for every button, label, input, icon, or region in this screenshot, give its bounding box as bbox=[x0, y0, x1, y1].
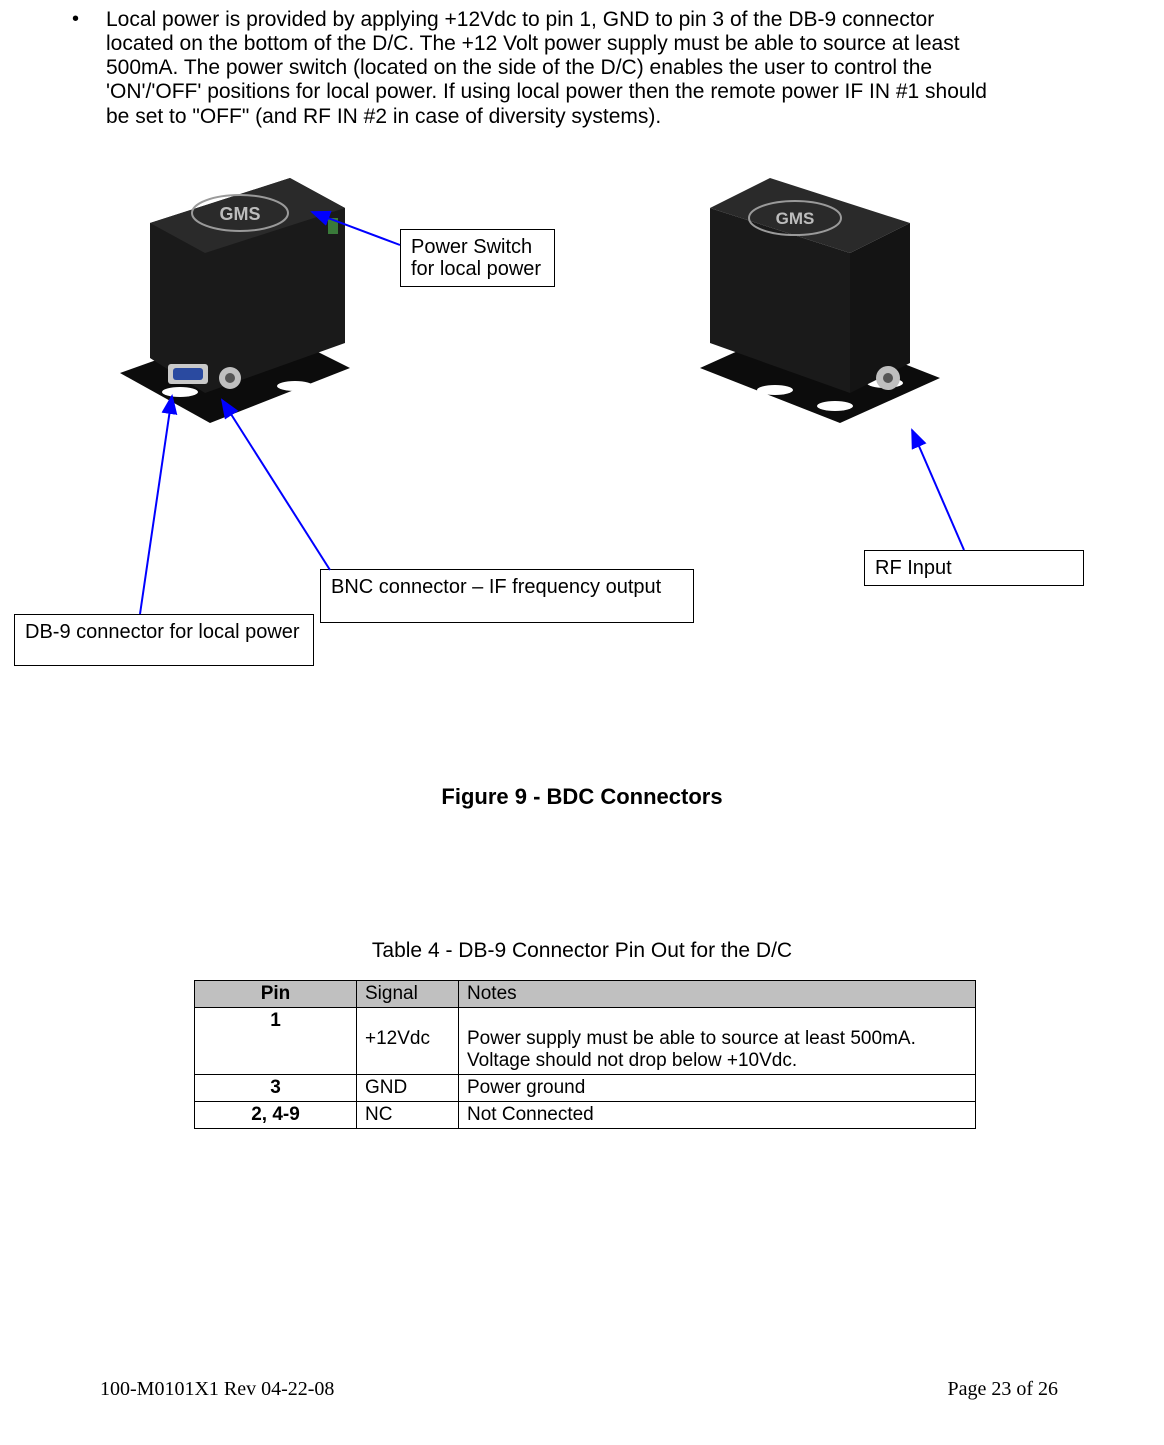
page: • Local power is provided by applying +1… bbox=[0, 0, 1164, 1445]
table-header-row: Pin Signal Notes bbox=[195, 981, 976, 1008]
cell-notes: Power ground bbox=[459, 1075, 976, 1102]
cell-notes: Power supply must be able to source at l… bbox=[459, 1008, 976, 1075]
cell-pin: 2, 4-9 bbox=[195, 1102, 357, 1129]
device-photo-right: GMS bbox=[680, 168, 960, 448]
cell-signal: +12Vdc bbox=[357, 1008, 459, 1075]
cell-notes: Not Connected bbox=[459, 1102, 976, 1129]
footer-right: Page 23 of 26 bbox=[947, 1378, 1058, 1401]
callout-power-switch-line2: for local power bbox=[411, 258, 541, 280]
pinout-table: Pin Signal Notes 1 +12Vdc Power supply m… bbox=[194, 980, 976, 1129]
cell-signal: NC bbox=[357, 1102, 459, 1129]
bullet-dot-icon: • bbox=[72, 8, 79, 31]
cell-pin: 3 bbox=[195, 1075, 357, 1102]
callout-power-switch-line1: Power Switch bbox=[411, 236, 532, 258]
bullet-paragraph: • Local power is provided by applying +1… bbox=[72, 8, 992, 129]
table-caption: Table 4 - DB-9 Connector Pin Out for the… bbox=[0, 939, 1164, 963]
table-header-pin: Pin bbox=[195, 981, 357, 1008]
device-photo-left: GMS bbox=[90, 168, 370, 448]
callout-bnc: BNC connector – IF frequency output bbox=[320, 569, 694, 623]
footer-left: 100-M0101X1 Rev 04-22-08 bbox=[100, 1378, 334, 1401]
table-row: 3 GND Power ground bbox=[195, 1075, 976, 1102]
table-header-signal: Signal bbox=[357, 981, 459, 1008]
table-header-notes: Notes bbox=[459, 981, 976, 1008]
callout-power-switch: Power Switch for local power bbox=[400, 229, 555, 287]
bullet-text: Local power is provided by applying +12V… bbox=[106, 8, 992, 129]
cell-pin: 1 bbox=[195, 1008, 357, 1075]
figure-caption: Figure 9 - BDC Connectors bbox=[0, 784, 1164, 810]
table-row: 2, 4-9 NC Not Connected bbox=[195, 1102, 976, 1129]
table-row: 1 +12Vdc Power supply must be able to so… bbox=[195, 1008, 976, 1075]
callout-rf: RF Input bbox=[864, 550, 1084, 586]
cell-signal: GND bbox=[357, 1075, 459, 1102]
svg-text:GMS: GMS bbox=[776, 209, 815, 228]
callout-db9: DB-9 connector for local power bbox=[14, 614, 314, 666]
svg-text:GMS: GMS bbox=[219, 204, 260, 224]
